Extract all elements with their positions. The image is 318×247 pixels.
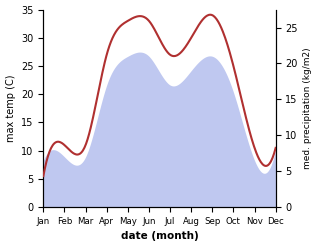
X-axis label: date (month): date (month) (121, 231, 198, 242)
Y-axis label: max temp (C): max temp (C) (5, 75, 16, 142)
Y-axis label: med. precipitation (kg/m2): med. precipitation (kg/m2) (303, 48, 313, 169)
